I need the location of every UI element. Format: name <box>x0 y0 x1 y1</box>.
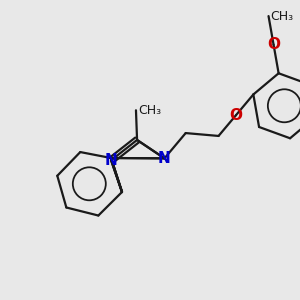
Text: O: O <box>267 37 280 52</box>
Text: N: N <box>105 153 118 168</box>
Text: CH₃: CH₃ <box>271 10 294 22</box>
Text: O: O <box>230 108 242 123</box>
Text: CH₃: CH₃ <box>138 104 161 117</box>
Text: N: N <box>158 151 171 166</box>
